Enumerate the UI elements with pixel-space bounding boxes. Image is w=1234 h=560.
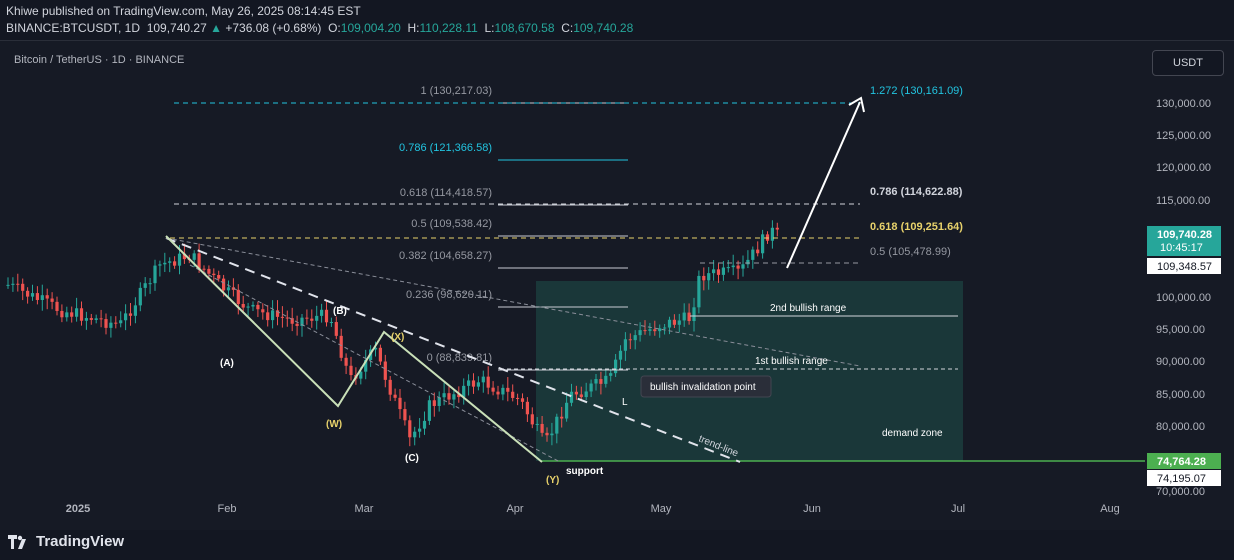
low-label: L: [484,21,495,35]
tradingview-logo[interactable]: TradingView [8,533,124,550]
footer-bar [0,530,1234,560]
open-value: 109,004.20 [340,21,401,35]
last-price: 109,740.27 [146,21,207,35]
ohlc-legend: BINANCE:BTCUSDT, 1D 109,740.27 ▲ +736.08… [6,21,633,35]
chart-frame[interactable] [0,40,1234,531]
tradingview-logo-icon [8,534,26,549]
symbol-label: BINANCE:BTCUSDT, 1D [6,21,141,35]
close-label: C: [561,21,574,35]
up-arrow-icon: ▲ [210,21,222,35]
published-info: Khiwe published on TradingView.com, May … [6,4,361,18]
close-value: 109,740.28 [573,21,634,35]
change-value: +736.08 (+0.68%) [225,21,322,35]
high-value: 110,228.11 [419,21,478,35]
low-value: 108,670.58 [494,21,555,35]
brand-name: TradingView [36,533,125,550]
chart-symbol-title: Bitcoin / TetherUS · 1D · BINANCE [14,54,185,66]
open-label: O: [328,21,341,35]
currency-button[interactable]: USDT [1152,50,1224,76]
high-label: H: [407,21,420,35]
